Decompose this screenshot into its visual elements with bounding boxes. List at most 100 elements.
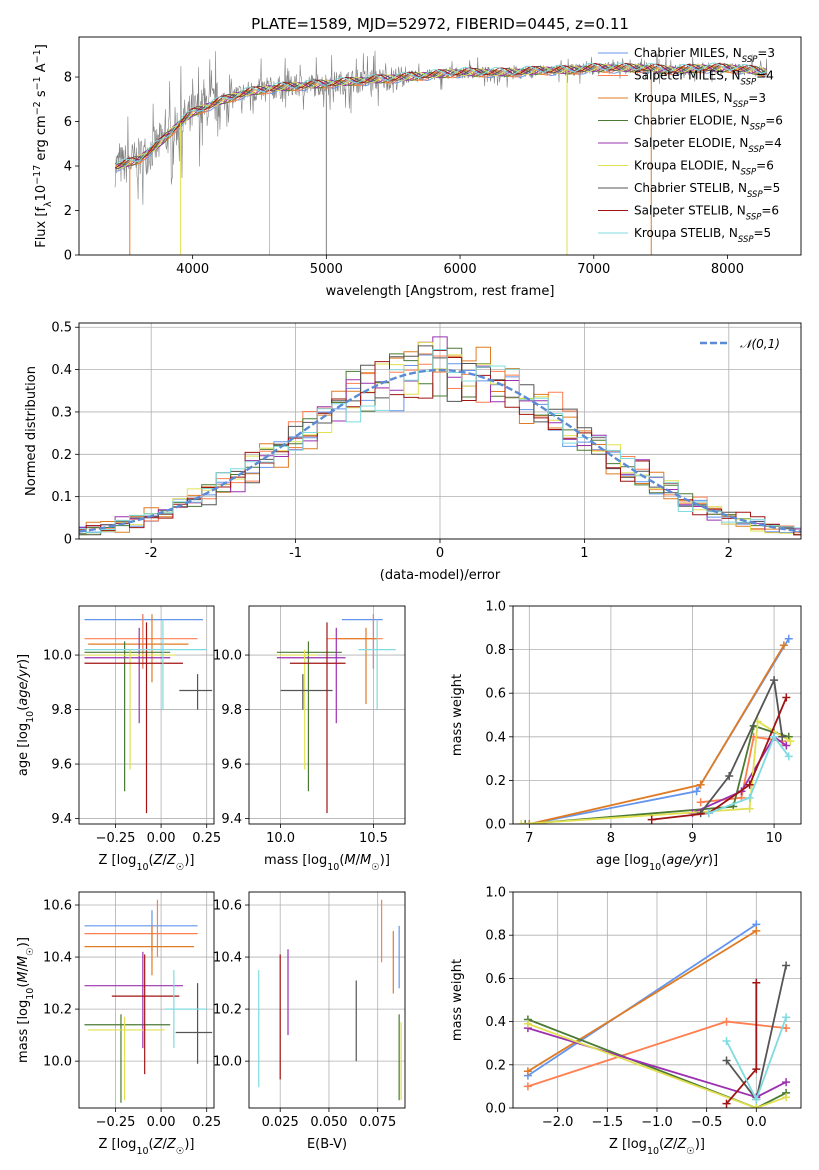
series-kroupa-stelib [704,732,793,818]
label-part: wavelength [Angstrom, rest frame] [326,284,555,299]
label-part: )] [184,853,194,868]
y-tick-label: 0 [64,249,72,264]
legend-label: Salpeter ELODIE, NSSP=4 [634,136,782,155]
plus-marker [696,798,705,807]
label-part: age [log [16,723,31,776]
point-kroupa-miles [88,614,189,683]
legend-sub: SSP [741,168,757,178]
x-tick-label: 0.25 [192,831,221,846]
label-part: Z [153,853,164,868]
plus-marker [782,1013,791,1022]
label-part: mass [log [16,1000,31,1063]
legend-item-chabrier-elodie: Chabrier ELODIE, NSSP=6 [598,114,783,133]
point-salpeter-elodie [84,627,171,724]
legend-sub: SSP [741,78,757,88]
legend-n: =3 [757,46,775,60]
legend-name: Chabrier STELIB, N [634,181,747,195]
point-salpeter-miles [327,614,383,669]
legend-n: =6 [756,159,774,173]
point-chabrier-elodie [276,641,342,792]
legend-name: Chabrier ELODIE, N [634,114,750,128]
plus-marker [782,693,791,702]
legend-sub: SSP [746,213,762,223]
label-part: )] [380,853,390,868]
x-tick-label: -2 [145,546,158,561]
plus-marker [745,793,754,802]
series-line [725,982,758,1105]
label-part: )] [184,1137,194,1152]
plot-area-mass-vs-Z [79,892,214,1108]
series-salpeter-stelib [722,978,761,1108]
legend-n: =3 [748,91,766,105]
label-part: Z [153,1137,164,1152]
legend-item-kroupa-miles: Kroupa MILES, NSSP=3 [598,91,766,110]
plus-marker [770,732,779,741]
x-tick-label: 0.0 [746,1115,767,1130]
axes-frame [512,891,802,1109]
y-axis-label: mass weight [450,674,465,756]
y-tick-label: 0.2 [485,774,506,789]
label-part: −1 [32,49,43,63]
legend-name: Kroupa ELODIE, N [634,159,741,173]
plot-area-age-vs-Z [79,606,214,824]
plus-marker [784,752,793,761]
y-tick-label: 10.4 [43,951,72,966]
y-tick-label: 6 [64,115,72,130]
label-part: M [360,853,371,868]
x-tick-label: 0.025 [262,1115,299,1130]
label-part: )] [695,1137,705,1152]
series-line [651,697,788,821]
y-tick-label: 0.6 [485,687,506,702]
legend-n: =5 [754,226,772,240]
y-axis-label: mass [log10(M/M☉)] [16,937,36,1063]
y-tick-label: 0.4 [51,363,72,378]
legend-item-chabrier-miles: Chabrier MILES, NSSP=3 [598,46,775,65]
x-tick-label: 7000 [577,262,610,277]
plus-marker [752,1104,761,1108]
point-chabrier-miles [84,614,204,669]
y-tick-label: 9.8 [51,703,72,718]
y-tick-label: 10.0 [213,1055,242,1070]
x-axis-label: Z [log10(Z/Z☉)] [99,1137,195,1157]
x-tick-label: −1.0 [641,1115,673,1130]
x-tick-label: 8 [607,831,615,846]
legend-name: Salpeter ELODIE, N [634,136,748,150]
legend-label: Chabrier ELODIE, NSSP=6 [634,114,783,133]
y-tick-label: 0 [64,533,72,548]
x-tick-label: 5000 [310,262,343,277]
plus-marker [745,804,754,813]
label-part: mass weight [450,959,465,1041]
legend-sub: SSP [747,190,763,200]
model-salpeter-stelib [114,63,767,169]
label-part: 10 [25,988,36,1000]
label-part: 10 [136,862,148,873]
axes-frame [512,605,802,825]
series-chabrier-stelib [696,676,787,818]
legend-n: =6 [765,114,783,128]
y-tick-label: 10.6 [43,899,72,914]
x-tick-label: 0.050 [310,1115,347,1130]
label-part: Normed distribution [24,366,39,496]
x-tick-label: 0 [436,546,444,561]
label-part: λ [43,201,54,207]
point-chabrier-stelib [179,674,213,710]
label-part: / [163,853,168,868]
x-axis-label: mass [log10(M/M☉)] [264,853,390,873]
legend-item-salpeter-elodie: Salpeter ELODIE, NSSP=4 [598,136,782,155]
label-part: / [163,1137,168,1152]
label-part: −1 [32,76,43,90]
plus-marker [704,809,713,818]
label-part: ( [16,983,31,988]
y-tick-label: 0.8 [485,929,506,944]
point-chabrier-elodie [84,641,171,792]
label-part: ☉ [176,862,185,873]
y-tick-label: 9.6 [221,758,242,773]
y-tick-label: 1.0 [485,600,506,615]
plus-marker [782,741,791,750]
y-tick-label: 4 [64,160,72,175]
y-tick-label: 0.0 [485,818,506,833]
y-tick-label: 2 [64,204,72,219]
point-kroupa-stelib [164,970,207,1049]
